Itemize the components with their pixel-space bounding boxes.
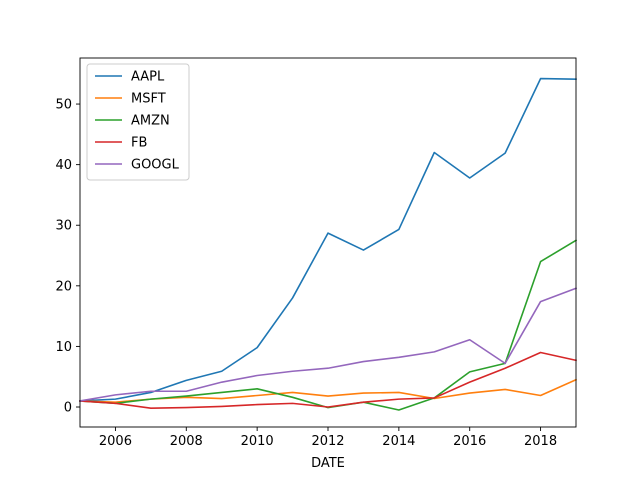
legend: AAPL MSFT AMZN FB GOOGL — [86, 63, 190, 181]
series-line-googl — [79, 287, 578, 402]
x-tick-label: 2014 — [382, 434, 415, 449]
series-line-fb — [79, 351, 577, 410]
legend-label: FB — [131, 136, 147, 151]
x-tick-label: 2016 — [453, 434, 486, 449]
y-tick-label: 0 — [64, 401, 72, 416]
x-tick-label: 2006 — [99, 434, 132, 449]
y-tick-label: 40 — [55, 158, 72, 173]
x-axis-label: DATE — [311, 456, 345, 471]
y-tick-label: 50 — [55, 98, 72, 113]
y-tick-label: 30 — [55, 219, 72, 234]
y-axis: 0 10 20 30 40 50 — [55, 98, 80, 416]
series-line-aapl — [79, 77, 577, 402]
plot-area — [79, 57, 578, 428]
legend-label: AMZN — [131, 114, 170, 129]
legend-label: MSFT — [131, 92, 166, 107]
x-tick-label: 2008 — [170, 434, 203, 449]
legend-label: AAPL — [131, 70, 165, 85]
y-tick-label: 20 — [55, 279, 72, 294]
x-tick-label: 2012 — [311, 434, 344, 449]
x-tick-label: 2018 — [524, 434, 557, 449]
y-tick-label: 10 — [55, 340, 72, 355]
legend-box — [86, 63, 190, 181]
x-tick-label: 2010 — [241, 434, 274, 449]
legend-label: GOOGL — [131, 158, 180, 173]
x-axis: 2006 2008 2010 2012 2014 2016 2018 — [99, 427, 557, 449]
